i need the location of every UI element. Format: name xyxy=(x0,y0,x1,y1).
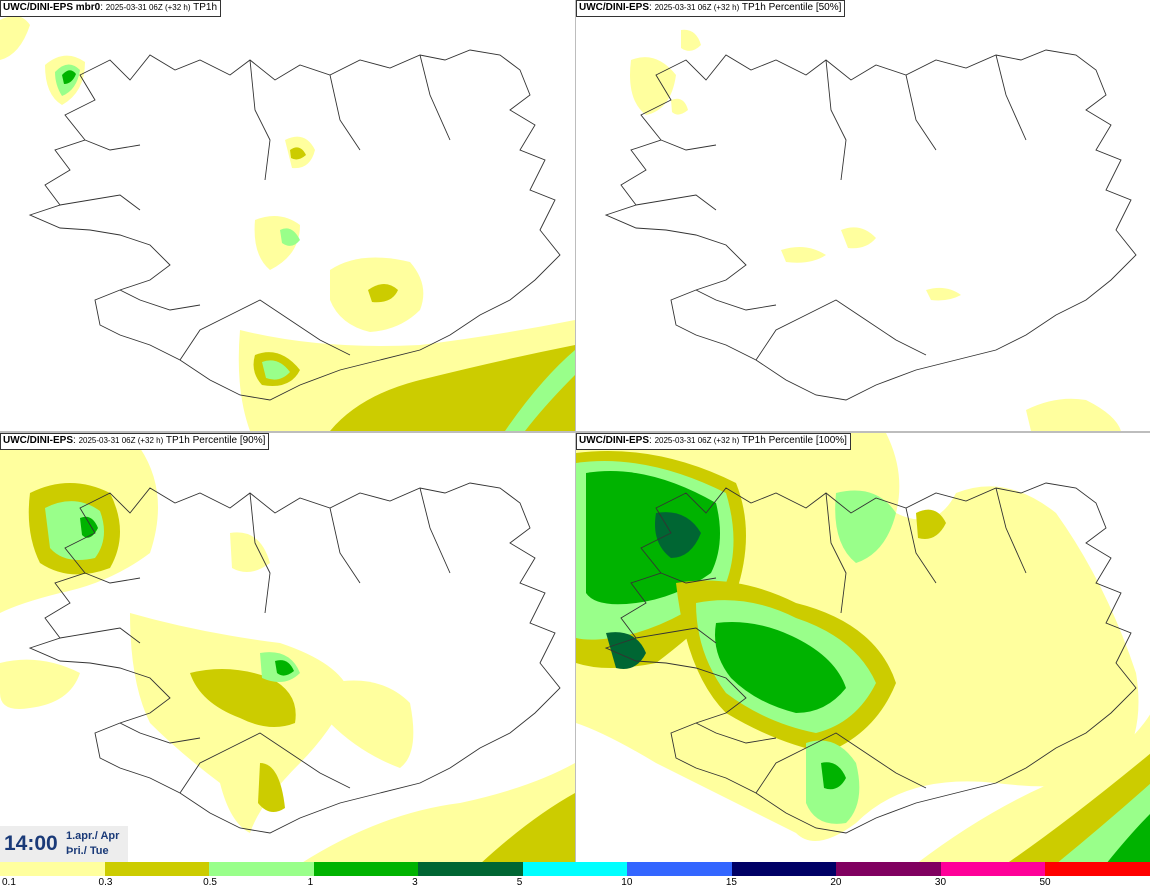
legend-tick-label: 0.5 xyxy=(203,877,217,888)
valid-time-box: 14:00 1.apr./ Apr Þri./ Tue xyxy=(0,826,128,862)
legend-swatch xyxy=(627,862,732,876)
iceland-coastline xyxy=(28,49,561,401)
panel-divider-horizontal xyxy=(0,431,1150,433)
run-label: 2025-03-31 06Z (+32 h) xyxy=(105,3,191,12)
field-label: TP1h xyxy=(193,2,218,13)
iceland-coastline xyxy=(604,49,1137,401)
precip-field xyxy=(0,439,575,864)
model-label: UWC/DINI-EPS xyxy=(3,435,73,446)
precip-map-p100 xyxy=(576,433,1150,864)
legend-tick-label: 10 xyxy=(621,877,633,888)
valid-time-clock: 14:00 xyxy=(4,832,58,855)
run-label: 2025-03-31 06Z (+32 h) xyxy=(78,436,164,445)
legend-tick-label: 15 xyxy=(725,877,737,888)
legend-swatch xyxy=(418,862,523,876)
map-panel-p90: UWC/DINI-EPS: 2025-03-31 06Z (+32 h) TP1… xyxy=(0,433,575,864)
panel-title: UWC/DINI-EPS: 2025-03-31 06Z (+32 h) TP1… xyxy=(0,433,270,450)
map-panel-p100: UWC/DINI-EPS: 2025-03-31 06Z (+32 h) TP1… xyxy=(576,433,1150,864)
model-label: UWC/DINI-EPS xyxy=(579,2,649,13)
legend-tick-label: 50 xyxy=(1039,877,1051,888)
color-scale-legend: 0.1 0.3 0.5 1 3 5 10 15 20 30 50 xyxy=(0,862,1150,891)
legend-swatch xyxy=(209,862,314,876)
iceland-coastline xyxy=(28,482,561,834)
precip-map-mbr0 xyxy=(0,16,575,431)
run-label: 2025-03-31 06Z (+32 h) xyxy=(654,436,740,445)
panel-title: UWC/DINI-EPS: 2025-03-31 06Z (+32 h) TP1… xyxy=(576,433,851,450)
panel-title: UWC/DINI-EPS mbr0: 2025-03-31 06Z (+32 h… xyxy=(0,0,222,17)
precip-map-p50 xyxy=(604,29,1137,431)
precip-field xyxy=(576,433,1150,864)
valid-time-day: Þri./ Tue xyxy=(66,845,109,857)
legend-swatch xyxy=(1045,862,1150,876)
legend-swatch xyxy=(731,862,837,876)
model-label: UWC/DINI-EPS mbr0 xyxy=(3,2,101,13)
field-label: TP1h Percentile [50%] xyxy=(741,2,842,13)
map-panel-mbr0: UWC/DINI-EPS mbr0: 2025-03-31 06Z (+32 h… xyxy=(0,0,575,431)
legend-tick-label: 1 xyxy=(307,877,314,888)
panel-title: UWC/DINI-EPS: 2025-03-31 06Z (+32 h) TP1… xyxy=(576,0,846,17)
precip-field xyxy=(630,29,1121,431)
run-label: 2025-03-31 06Z (+32 h) xyxy=(654,3,740,12)
legend-tick-label: 5 xyxy=(516,877,523,888)
legend-tick-label: 20 xyxy=(830,877,842,888)
field-label: TP1h Percentile [90%] xyxy=(165,435,266,446)
legend-tick-label: 0.1 xyxy=(2,877,16,888)
legend-swatch xyxy=(313,862,419,876)
precip-map-p90 xyxy=(0,439,575,864)
legend-tick-label: 30 xyxy=(934,877,947,888)
legend-swatch xyxy=(836,862,941,876)
legend-swatch xyxy=(940,862,1046,876)
color-scale-bar xyxy=(0,862,1150,876)
color-scale-ticks: 0.1 0.3 0.5 1 3 5 10 15 20 30 50 xyxy=(0,877,1150,891)
legend-tick-label: 3 xyxy=(412,877,418,888)
precip-field xyxy=(0,16,575,431)
legend-swatch xyxy=(104,862,210,876)
legend-tick-label: 0.3 xyxy=(98,877,113,888)
field-label: TP1h Percentile [100%] xyxy=(741,435,847,446)
iceland-coastline xyxy=(604,482,1137,834)
legend-swatch xyxy=(0,862,105,876)
model-label: UWC/DINI-EPS xyxy=(579,435,649,446)
map-panel-p50: UWC/DINI-EPS: 2025-03-31 06Z (+32 h) TP1… xyxy=(576,0,1150,431)
valid-time-date: 1.apr./ Apr xyxy=(66,830,120,842)
legend-swatch xyxy=(522,862,628,876)
